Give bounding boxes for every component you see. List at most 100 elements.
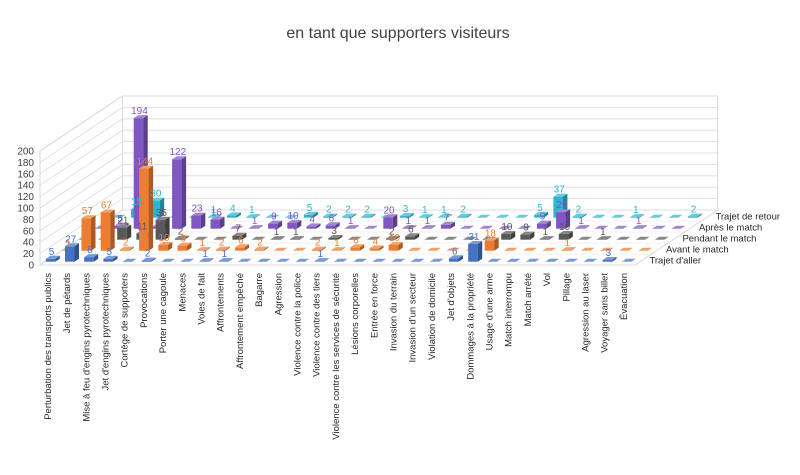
bar-top [405,233,420,237]
category-label: Jet de pétards [62,273,73,333]
bar [251,236,266,240]
bar [630,214,645,218]
bar [687,213,702,218]
bar-front [119,249,130,251]
bar-front [561,250,571,251]
data-label: 2 [576,205,582,216]
bar-top [284,214,299,218]
bar-top [429,258,444,262]
bar-top [558,231,573,234]
bar-top [45,255,60,259]
bar [254,246,269,251]
bar-front [484,240,495,251]
bar [405,233,420,240]
bar-top [215,246,230,250]
bar-top [498,225,513,229]
bar-top [652,225,667,229]
bar [268,220,283,229]
bar-side [354,225,359,229]
bar [599,247,614,251]
bar-side [642,225,647,229]
bar-side [697,213,702,218]
bar [440,221,455,229]
bar-front [405,236,415,240]
bar-side [395,235,400,240]
category-label: Évacuation [619,273,630,320]
bar-side [428,214,433,218]
bar-top [323,213,337,217]
bar-top [353,258,367,262]
bar-side [379,245,384,251]
bar [342,213,357,218]
bar-top [213,236,228,240]
bar [303,211,318,218]
data-label: 11 [137,221,148,232]
data-label: 1 [293,227,299,238]
bar [333,258,348,262]
bar [443,236,458,240]
gridline [39,129,718,186]
bar-top [81,215,96,219]
data-label: 6 [452,246,458,257]
category-label: Cortège de supporters [120,273,131,368]
data-label: 6 [238,235,244,246]
bar [424,236,439,240]
bar-top [443,236,458,240]
bar-side [126,224,132,240]
bar-front [468,244,478,262]
category-label: Voyager sans billet [600,273,611,353]
bar-side [244,244,250,251]
bar-top [671,225,686,229]
bar-top [539,236,554,240]
bar-side [236,212,241,218]
category-label: Match arrêté [523,273,534,326]
bar [460,225,475,229]
bar-front [457,216,467,218]
bar [295,258,310,262]
bar-top [333,258,348,262]
bar [572,213,587,218]
bar [210,216,225,229]
bar-top [410,258,425,262]
bar [597,236,612,240]
bar-side [412,225,417,229]
bar-front [602,260,613,262]
gridline [39,107,718,163]
y-tick-label: 100 [17,204,34,215]
bar-side [225,246,230,251]
bar-top [303,211,318,215]
category-label: Usage d'une arme [485,273,496,350]
y-tick-label: 20 [23,249,35,260]
bar-top [172,156,187,160]
category-label: Perturbation des transports publics [43,273,54,420]
bar-top [314,258,329,262]
category-label: Violation de domicile [427,273,438,360]
bar [309,236,324,240]
category-label: Dommages à la propriété [465,273,476,380]
bar-top [295,258,310,262]
bar-side [324,258,329,262]
bar-top [306,223,321,227]
bar-front [556,212,566,229]
bar-front [440,224,451,229]
bar-front [344,228,355,229]
bar [523,247,538,251]
bar-top [174,235,189,239]
bar [427,247,442,251]
bar-front [597,239,607,240]
bar-side [74,243,79,262]
bar-top [309,236,324,240]
data-label: 1 [202,249,208,260]
data-label: 4 [372,236,378,247]
y-tick-label: 160 [17,169,34,180]
bar-side [241,232,247,240]
data-label: 6 [353,235,359,246]
bar-front [103,258,113,262]
bar-front [421,228,432,229]
bar-side [316,223,321,229]
bar [594,225,609,229]
data-label: 9 [523,223,529,234]
bars-layer [45,115,702,262]
bar-top [564,258,579,262]
bar-top [525,258,540,262]
